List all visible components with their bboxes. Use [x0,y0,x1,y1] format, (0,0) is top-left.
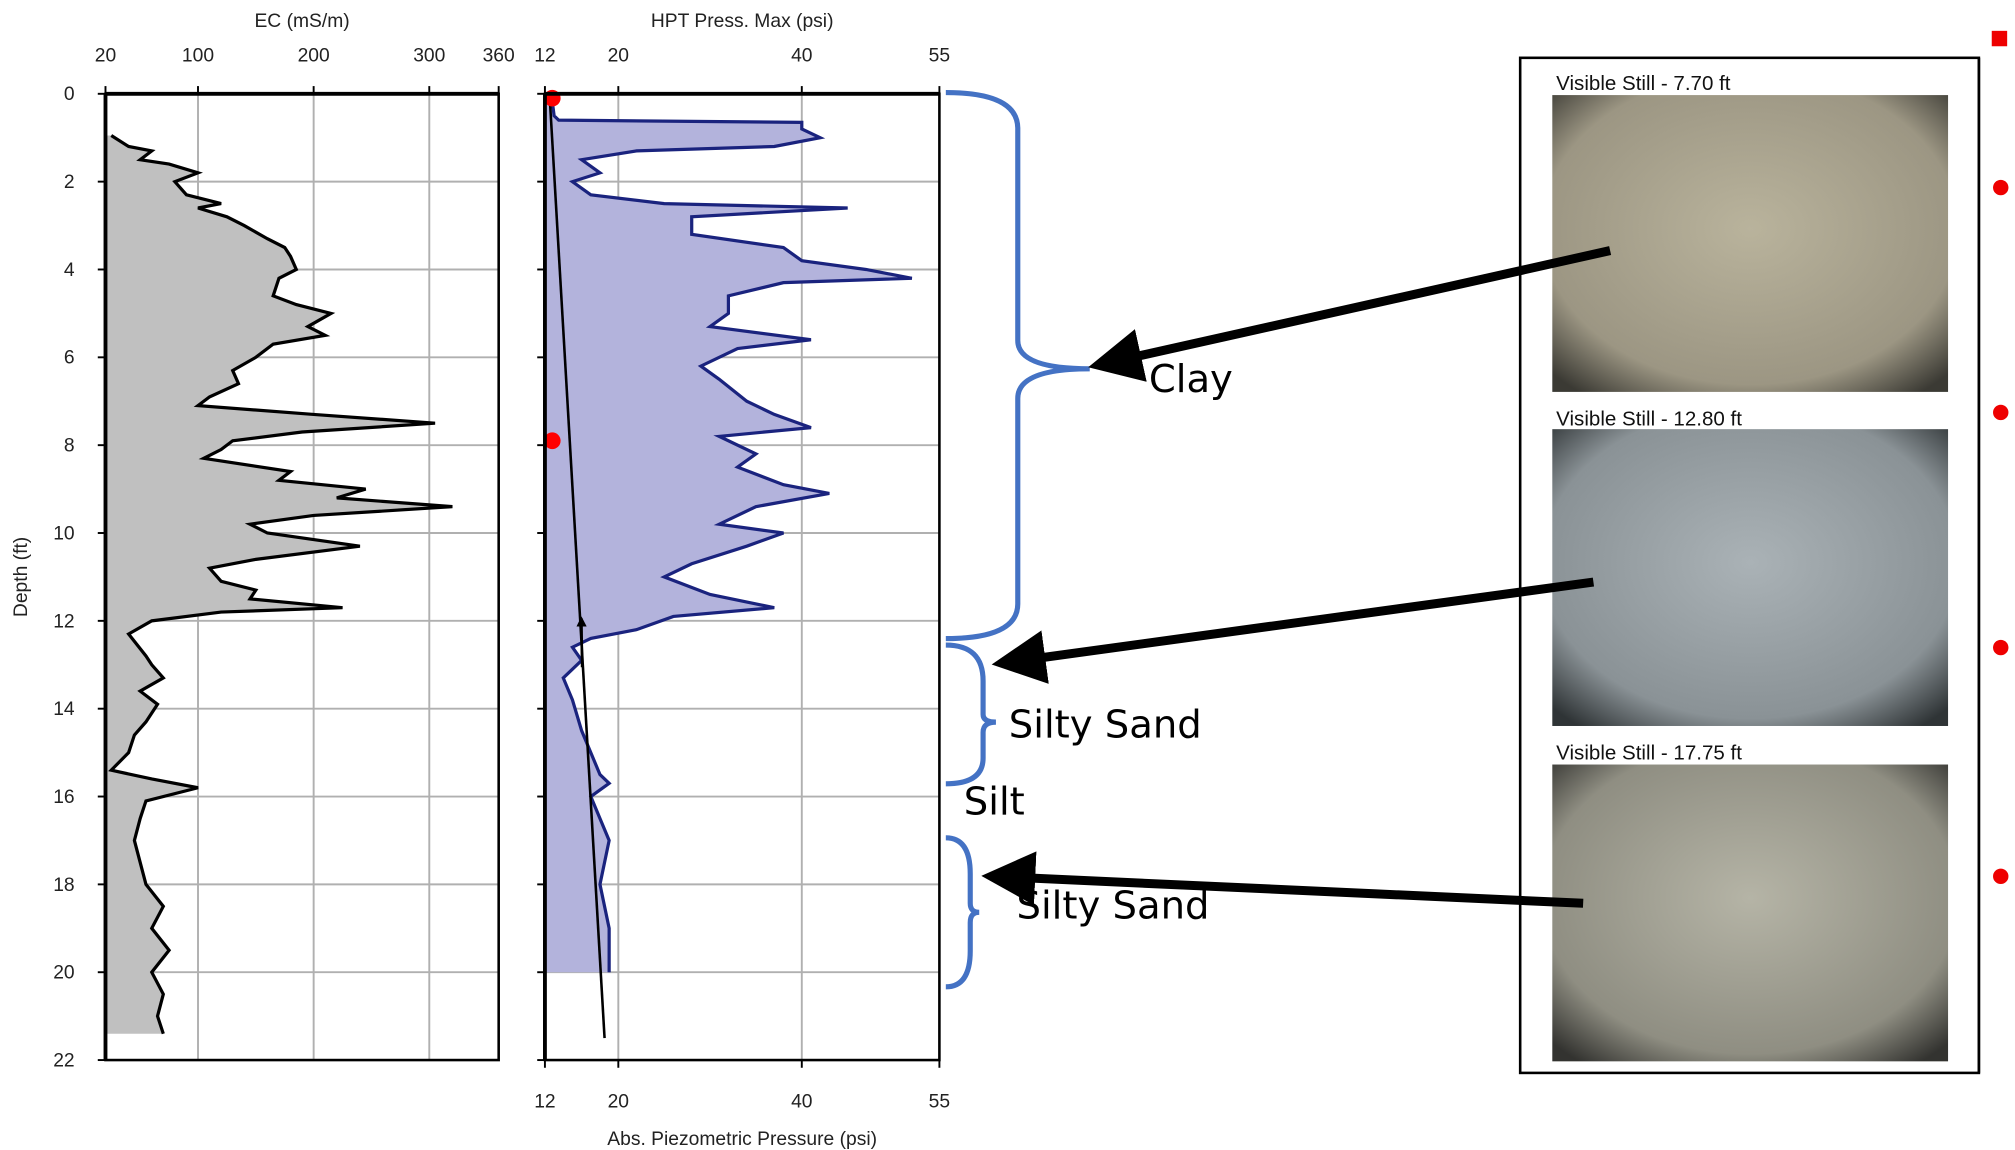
annotation: Silt [964,780,1025,825]
y-tick-label: 18 [53,875,74,896]
x-tick-label: 100 [182,46,214,67]
brace [946,93,1090,639]
y-tick-label: 10 [53,523,74,544]
x-axis-label: Abs. Piezometric Pressure (psi) [607,1129,877,1150]
x-tick-label: 200 [298,46,330,67]
photo [1552,95,1948,392]
y-tick-label: 22 [53,1050,74,1071]
x-tick-label: 300 [413,46,445,67]
arrows [992,251,1610,904]
annotation: Silty Sand [1009,703,1202,748]
y-tick-label: 4 [64,260,75,281]
chart-title: HPT Press. Max (psi) [651,11,834,32]
strip-marker [1993,405,2008,420]
y-tick-label: 0 [64,84,75,105]
x-tick-label: 20 [608,46,629,67]
page: {"chart_data": [ {"type": "area", "title… [0,0,2015,1150]
side-strip [1979,31,2009,1073]
strip-marker [1993,640,2008,655]
chart-title: EC (mS/m) [254,11,349,32]
y-tick-label: 8 [64,436,75,457]
x-tick-label: 40 [791,1092,812,1113]
photo-caption: Visible Still - 12.80 ft [1556,407,1742,430]
photo [1552,429,1948,726]
arrow [1002,582,1593,663]
brace [946,645,996,784]
x-tick-label: 12 [534,1092,555,1113]
x-tick-label: 20 [95,46,116,67]
y-tick-label: 14 [53,699,75,720]
y-tick-label: 12 [53,611,74,632]
photo-caption: Visible Still - 17.75 ft [1556,741,1742,764]
photo [1552,765,1948,1062]
strip-marker [1992,31,2007,46]
x-tick-label: 360 [483,46,515,67]
chart: 0 2 4 6 8 10 12 14 16 18 20 22 20 100 200 300 360 EC (mS/… [0,0,2015,1150]
y-tick-label: 6 [64,348,75,369]
x-tick-label: 20 [608,1092,629,1113]
braces [946,93,1090,987]
x-tick-label: 40 [791,46,812,67]
y-tick-label: 16 [53,787,74,808]
x-tick-label: 12 [534,46,555,67]
x-tick-label: 55 [929,1092,950,1113]
photo-caption: Visible Still - 7.70 ft [1556,72,1731,95]
y-tick-label: 20 [53,963,74,984]
annotation: Silty Sand [1016,884,1209,929]
x-tick-label: 55 [929,46,950,67]
strip-marker [1993,180,2008,195]
charts: 0 2 4 6 8 10 12 14 16 18 20 22 20 100 200 300 360 EC (mS/… [11,11,950,1150]
flow-arrow [581,618,582,667]
annotation: Clay [1149,357,1233,402]
y-tick-label: 2 [64,172,75,193]
strip-marker [1993,869,2008,884]
brace [946,838,979,987]
y-axis-label: Depth (ft) [11,537,32,617]
